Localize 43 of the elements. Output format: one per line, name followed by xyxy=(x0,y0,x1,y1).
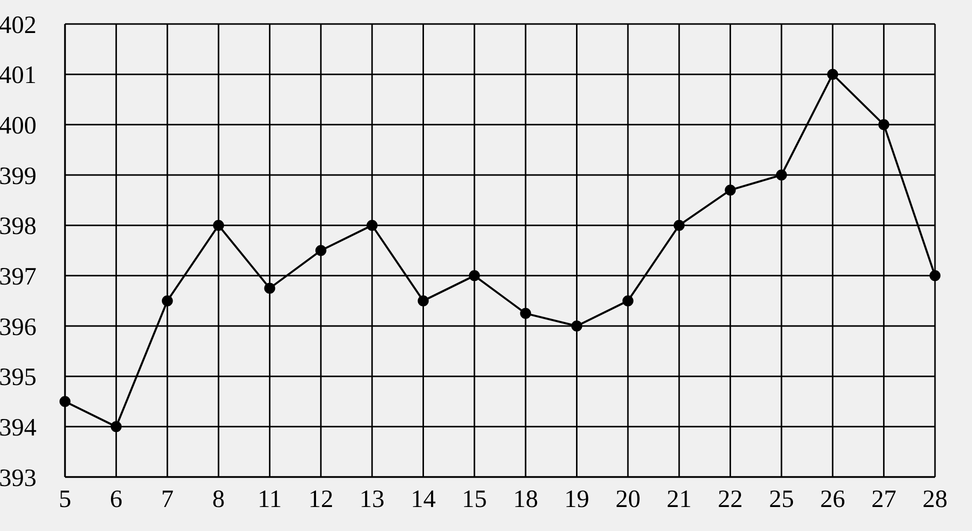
y-tick-label: 398 xyxy=(0,213,36,240)
y-tick-label: 396 xyxy=(0,314,36,341)
point xyxy=(674,220,685,231)
point xyxy=(724,184,736,196)
point xyxy=(776,170,787,180)
x-tick-label: 25 xyxy=(768,486,794,513)
x-tick-label: 21 xyxy=(666,486,692,513)
y-tick-label: 395 xyxy=(0,364,36,392)
x-tick-label: 27 xyxy=(871,486,896,513)
point xyxy=(930,270,940,282)
point xyxy=(622,295,634,306)
point xyxy=(520,308,532,319)
point xyxy=(110,421,122,432)
x-tick-label: 13 xyxy=(360,486,385,513)
x-tick-label: 20 xyxy=(615,486,640,513)
x-tick-label: 5 xyxy=(58,486,72,513)
x-tick-label: 26 xyxy=(820,486,846,513)
point xyxy=(878,119,890,130)
point xyxy=(418,295,429,306)
point xyxy=(162,295,173,306)
point xyxy=(213,220,224,231)
x-tick-label: 12 xyxy=(308,486,334,513)
y-tick-label: 394 xyxy=(0,414,37,442)
x-tick-label: 22 xyxy=(718,486,743,513)
x-tick-label: 7 xyxy=(161,486,174,513)
point xyxy=(366,220,378,231)
y-tick-label: 399 xyxy=(0,162,36,190)
point xyxy=(827,68,838,80)
x-tick-label: 14 xyxy=(410,486,436,513)
x-tick-label: 11 xyxy=(258,486,282,513)
point xyxy=(468,270,480,282)
point xyxy=(571,320,582,332)
point xyxy=(315,245,326,256)
point xyxy=(60,396,70,407)
x-tick-label: 28 xyxy=(922,486,948,513)
x-tick-label: 15 xyxy=(462,486,487,513)
y-tick-label: 393 xyxy=(0,464,36,492)
x-tick-label: 8 xyxy=(212,486,225,513)
point xyxy=(264,282,276,294)
x-tick-label: 19 xyxy=(564,486,590,513)
x-tick-label: 6 xyxy=(110,486,122,513)
x-tick-label: 18 xyxy=(513,486,538,513)
y-tick-label: 397 xyxy=(0,264,36,291)
